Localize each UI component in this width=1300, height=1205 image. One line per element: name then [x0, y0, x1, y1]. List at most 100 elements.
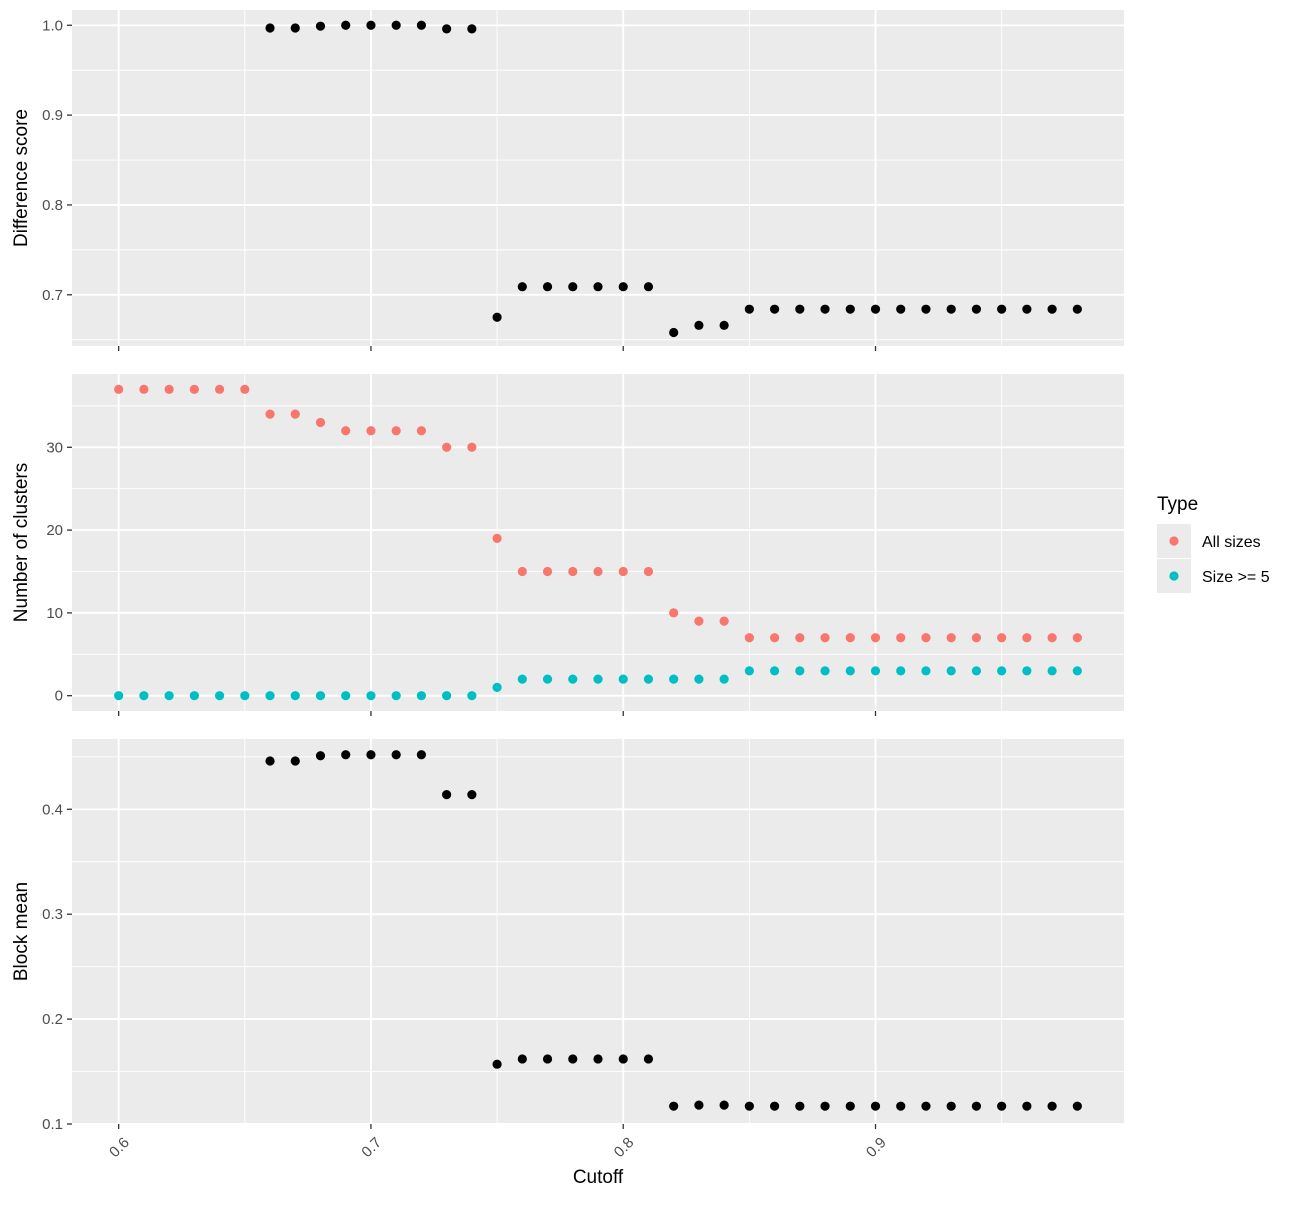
x-tick-label: 0.9 [863, 1134, 890, 1161]
y-tick-label: 0.3 [42, 906, 63, 923]
data-point [240, 384, 250, 394]
data-point [467, 442, 477, 452]
data-point [391, 750, 401, 760]
data-point [542, 566, 553, 577]
data-point [971, 666, 982, 676]
x-axis-title: Cutoff [573, 1167, 624, 1188]
legend-title: Type [1157, 494, 1198, 515]
data-point [568, 674, 578, 684]
data-point [593, 1054, 603, 1064]
data-point [265, 23, 275, 33]
data-point [416, 426, 427, 436]
data-point [1047, 666, 1057, 676]
y-tick-label: 10 [46, 605, 63, 622]
data-point [896, 1101, 906, 1111]
data-point [366, 20, 376, 30]
y-tick-label: 0 [55, 688, 63, 705]
data-point [669, 1101, 679, 1111]
data-point [1022, 304, 1032, 314]
data-point [921, 304, 931, 314]
data-point [366, 691, 376, 701]
data-point [921, 633, 931, 643]
data-point [719, 320, 729, 330]
data-point [315, 751, 326, 761]
x-tick-label: 0.8 [611, 1134, 638, 1161]
data-point [542, 674, 553, 684]
data-point [290, 691, 300, 701]
data-point [391, 426, 401, 436]
y-tick-label: 0.4 [42, 801, 63, 818]
data-point [139, 691, 149, 701]
y-axis-title: Number of clusters [11, 463, 32, 622]
data-point [769, 304, 780, 314]
data-point [1047, 304, 1057, 314]
panel-background [72, 739, 1124, 1124]
data-point [719, 1100, 729, 1110]
y-tick-label: 20 [46, 522, 63, 539]
data-point [643, 1054, 654, 1064]
data-point [820, 633, 830, 643]
y-tick-label: 0.7 [42, 287, 63, 304]
data-point [744, 304, 754, 314]
data-point [997, 633, 1007, 643]
data-point [618, 566, 628, 577]
data-point [971, 304, 982, 314]
data-point [1047, 1101, 1057, 1111]
data-point [315, 417, 326, 428]
y-tick-label: 0.9 [42, 107, 63, 124]
data-point [669, 327, 679, 338]
data-point [442, 691, 452, 701]
data-point [946, 304, 956, 314]
data-point [694, 320, 704, 330]
x-tick-label: 0.6 [106, 1134, 133, 1161]
data-point [719, 616, 729, 626]
data-point [1072, 304, 1082, 314]
data-point [416, 691, 427, 701]
data-point [669, 674, 679, 684]
legend-label: Size >= 5 [1202, 569, 1270, 586]
data-point [1022, 666, 1032, 676]
y-tick-label: 0.8 [42, 197, 63, 214]
data-point [467, 691, 477, 701]
data-point [896, 633, 906, 643]
data-point [694, 674, 704, 684]
data-point [618, 674, 628, 684]
data-point [795, 304, 805, 314]
data-point [1072, 633, 1082, 643]
data-point [1047, 633, 1057, 643]
data-point [1022, 633, 1032, 643]
data-point [568, 282, 578, 292]
data-point [870, 304, 881, 314]
panel-background [72, 374, 1124, 711]
data-point [542, 1054, 553, 1064]
data-point [744, 1101, 754, 1111]
data-point [492, 533, 502, 543]
data-point [795, 633, 805, 643]
data-point [214, 691, 225, 701]
legend-key-swatch [1169, 536, 1179, 546]
data-point [341, 426, 351, 436]
data-point [946, 666, 956, 676]
data-point [643, 566, 654, 577]
data-point [391, 691, 401, 701]
y-tick-label: 0.2 [42, 1011, 63, 1028]
data-point [795, 666, 805, 676]
data-point [467, 24, 477, 34]
data-point [139, 384, 149, 394]
data-point [442, 24, 452, 34]
data-point [517, 1054, 527, 1064]
y-tick-label: 30 [46, 439, 63, 456]
data-point [290, 756, 300, 766]
data-point [997, 666, 1007, 676]
data-point [542, 282, 553, 292]
data-point [921, 1101, 931, 1111]
legend-key-swatch [1169, 571, 1179, 581]
data-point [492, 312, 502, 322]
data-point [719, 674, 729, 684]
legend-label: All sizes [1202, 534, 1261, 551]
data-point [517, 282, 527, 292]
data-point [997, 304, 1007, 314]
data-point [845, 304, 855, 314]
data-point [341, 691, 351, 701]
